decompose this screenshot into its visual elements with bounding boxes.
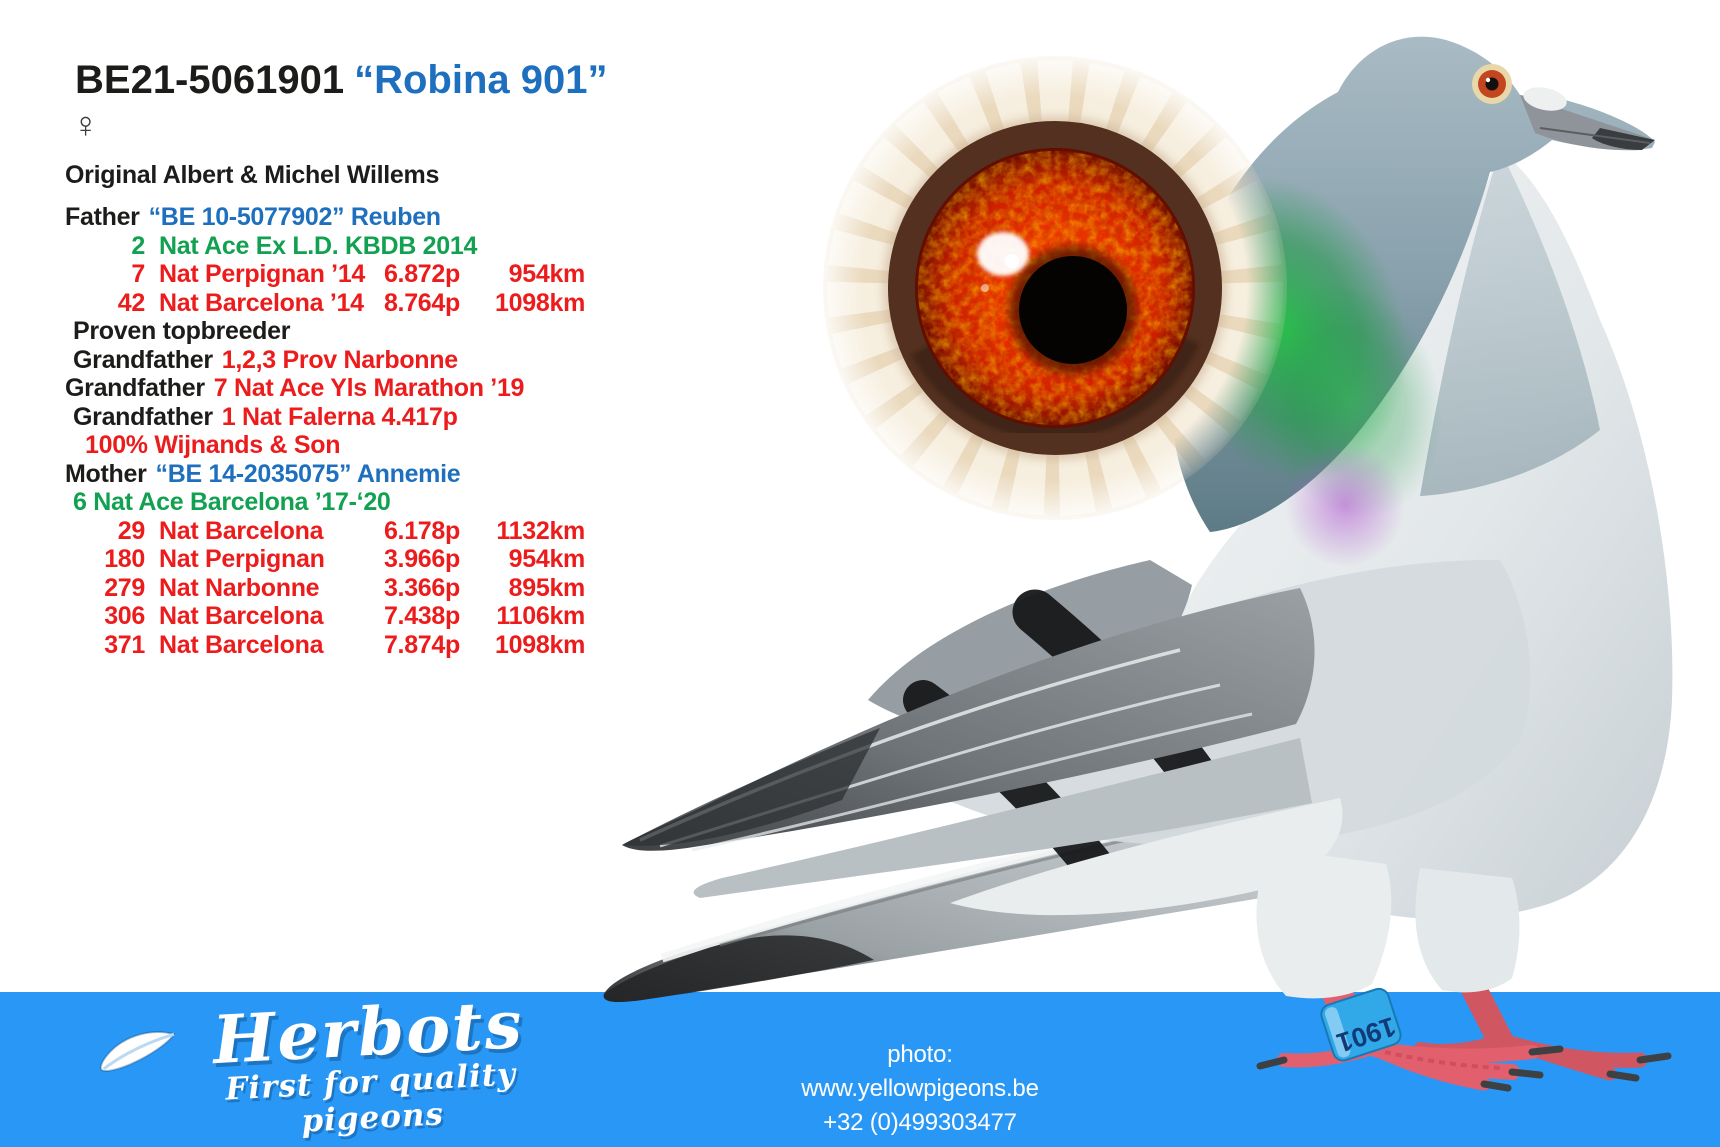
father-line: Father “BE 10-5077902” Reuben (0, 203, 760, 233)
grandfather-line: Grandfather 7 Nat Ace Yls Marathon ’19 (65, 374, 525, 403)
page-title: BE21-5061901 “Robina 901” (75, 58, 608, 103)
father-ace-line: 2 Nat Ace Ex L.D. KBDB 2014 (131, 231, 478, 260)
phone-number: +32 (0)499303477 (823, 1109, 1017, 1136)
strain-line: 100% Wijnands & Son (85, 431, 341, 460)
mother-result-row: 371 Nat Barcelona 7.874p 1098km (104, 630, 585, 659)
pigeon-cere (1523, 87, 1567, 111)
gender-symbol: ♀ (72, 104, 99, 145)
pigeon-eye (1472, 64, 1512, 104)
mother-ace-line: 6 Nat Ace Barcelona ’17-‘20 (73, 488, 391, 517)
pigeon-undertail (950, 798, 1343, 916)
mother-result-row: 29 Nat Barcelona 6.178p 1132km (117, 516, 586, 545)
father-label: Father (65, 203, 140, 232)
mother-result-row: 180 Nat Perpignan 3.966p 954km (104, 545, 585, 574)
father-result-row: 7 Nat Perpignan ’14 6.872p 954km (131, 260, 585, 289)
herbots-logo: Herbots First for quality pigeons (99, 985, 594, 1147)
pigeon-secondary-feathers (693, 738, 1312, 898)
eye-closeup-photo (819, 52, 1291, 524)
mother-ring-name: “BE 14-2035075” Annemie (155, 459, 461, 488)
pigeon-name: “Robina 901” (354, 58, 608, 102)
father-ring-name: “BE 10-5077902” Reuben (148, 203, 441, 232)
feather-icon (90, 1024, 183, 1086)
father-result-row: 42 Nat Barcelona ’14 8.764p 1098km (117, 288, 586, 317)
pigeon-wing (622, 588, 1315, 852)
mother-result-row: 306 Nat Barcelona 7.438p 1106km (104, 602, 585, 631)
mother-line: Mother “BE 14-2035075” Annemie (0, 460, 760, 489)
mother-label: Mother (65, 459, 147, 488)
origin-line: Original Albert & Michel Willems (65, 160, 440, 189)
topbreeder-note: Proven topbreeder (73, 317, 291, 346)
footer-contact: photo: www.yellowpigeons.be +32 (0)49930… (770, 1038, 1070, 1140)
grandfather-line: Grandfather 1 Nat Falerna 4.417p (73, 402, 458, 431)
mother-result-row: 279 Nat Narbonne 3.366p 895km (104, 573, 585, 602)
grandfather-line: Grandfather 1,2,3 Prov Narbonne (73, 345, 458, 374)
pigeon-feet: 1901 (1256, 848, 1672, 1092)
photo-credit: photo: www.yellowpigeons.be (801, 1041, 1039, 1102)
ring-number: BE21-5061901 (75, 58, 345, 102)
